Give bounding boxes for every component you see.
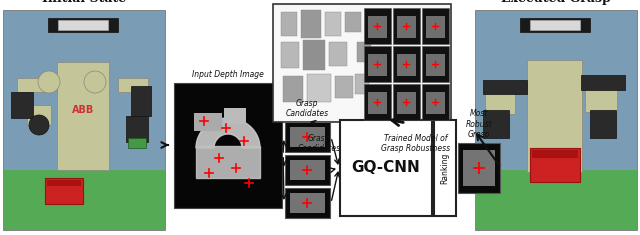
Bar bbox=[27, 105, 51, 125]
Bar bbox=[463, 150, 495, 186]
Bar bbox=[285, 188, 330, 218]
Ellipse shape bbox=[84, 71, 106, 93]
Bar bbox=[422, 46, 449, 82]
Bar bbox=[290, 193, 325, 213]
Text: Most
Robust
Grasp: Most Robust Grasp bbox=[466, 109, 492, 139]
Bar bbox=[422, 8, 449, 44]
Bar bbox=[283, 76, 303, 102]
Bar bbox=[281, 42, 299, 68]
Bar bbox=[393, 8, 420, 44]
Text: Executed Grasp: Executed Grasp bbox=[501, 0, 611, 5]
Bar bbox=[345, 12, 361, 32]
Bar bbox=[434, 120, 456, 216]
Bar bbox=[364, 8, 391, 44]
Bar bbox=[17, 78, 47, 92]
Polygon shape bbox=[196, 118, 260, 148]
Bar bbox=[126, 116, 148, 142]
Bar bbox=[520, 18, 590, 32]
Bar bbox=[368, 54, 387, 76]
Bar bbox=[58, 20, 108, 30]
Bar bbox=[397, 54, 416, 76]
Text: ABB: ABB bbox=[72, 105, 94, 115]
Bar bbox=[48, 18, 118, 32]
Bar bbox=[281, 12, 297, 36]
Bar bbox=[194, 113, 222, 131]
Bar bbox=[393, 46, 420, 82]
Bar bbox=[290, 160, 325, 180]
Bar bbox=[426, 92, 445, 114]
Bar bbox=[355, 74, 369, 94]
Bar bbox=[422, 84, 449, 120]
Text: Initial State: Initial State bbox=[42, 0, 126, 5]
Bar bbox=[590, 110, 616, 138]
Bar bbox=[397, 16, 416, 38]
Bar bbox=[307, 74, 331, 102]
Bar bbox=[118, 78, 148, 92]
Bar bbox=[364, 46, 391, 82]
Bar bbox=[426, 16, 445, 38]
Bar bbox=[426, 54, 445, 76]
Polygon shape bbox=[196, 146, 260, 178]
Bar bbox=[285, 155, 330, 185]
Ellipse shape bbox=[29, 115, 49, 135]
Bar bbox=[357, 42, 371, 62]
Bar bbox=[325, 12, 341, 36]
Bar bbox=[290, 127, 325, 147]
Bar bbox=[397, 92, 416, 114]
Bar bbox=[11, 92, 33, 118]
Bar bbox=[335, 76, 353, 98]
Bar bbox=[57, 62, 109, 170]
Bar bbox=[475, 10, 637, 230]
Bar bbox=[532, 150, 578, 158]
Bar bbox=[585, 88, 617, 112]
Text: Input Depth Image: Input Depth Image bbox=[192, 70, 264, 79]
Bar bbox=[530, 148, 580, 182]
Bar bbox=[340, 120, 432, 216]
Bar bbox=[483, 110, 509, 138]
Bar bbox=[527, 60, 582, 172]
Bar bbox=[275, 6, 360, 120]
Bar bbox=[131, 86, 151, 116]
Bar bbox=[301, 10, 321, 38]
Bar bbox=[285, 122, 330, 152]
Bar bbox=[174, 83, 282, 208]
Text: Grasp
Candidates: Grasp Candidates bbox=[298, 134, 340, 153]
Bar bbox=[458, 143, 500, 193]
Text: GQ-CNN: GQ-CNN bbox=[351, 161, 420, 176]
Bar bbox=[483, 80, 527, 94]
Text: Ranking: Ranking bbox=[440, 152, 449, 184]
Bar bbox=[530, 20, 580, 30]
Bar bbox=[128, 138, 146, 148]
Bar bbox=[329, 42, 347, 66]
Bar bbox=[224, 108, 246, 124]
Bar bbox=[581, 75, 625, 90]
Bar bbox=[3, 10, 165, 230]
Bar bbox=[47, 180, 81, 186]
Text: Trained Model of
Grasp Robustness: Trained Model of Grasp Robustness bbox=[381, 134, 451, 153]
Text: Dex-Net 2.0: Dex-Net 2.0 bbox=[316, 0, 408, 1]
Bar bbox=[368, 16, 387, 38]
Bar bbox=[475, 170, 637, 230]
Bar bbox=[273, 4, 451, 122]
Bar bbox=[364, 84, 391, 120]
Bar bbox=[485, 92, 515, 114]
Bar bbox=[368, 92, 387, 114]
Bar bbox=[393, 84, 420, 120]
Bar bbox=[303, 40, 325, 70]
Text: Grasp
Candidates: Grasp Candidates bbox=[285, 99, 328, 118]
Ellipse shape bbox=[38, 71, 60, 93]
Bar bbox=[45, 178, 83, 204]
Bar bbox=[3, 170, 165, 230]
